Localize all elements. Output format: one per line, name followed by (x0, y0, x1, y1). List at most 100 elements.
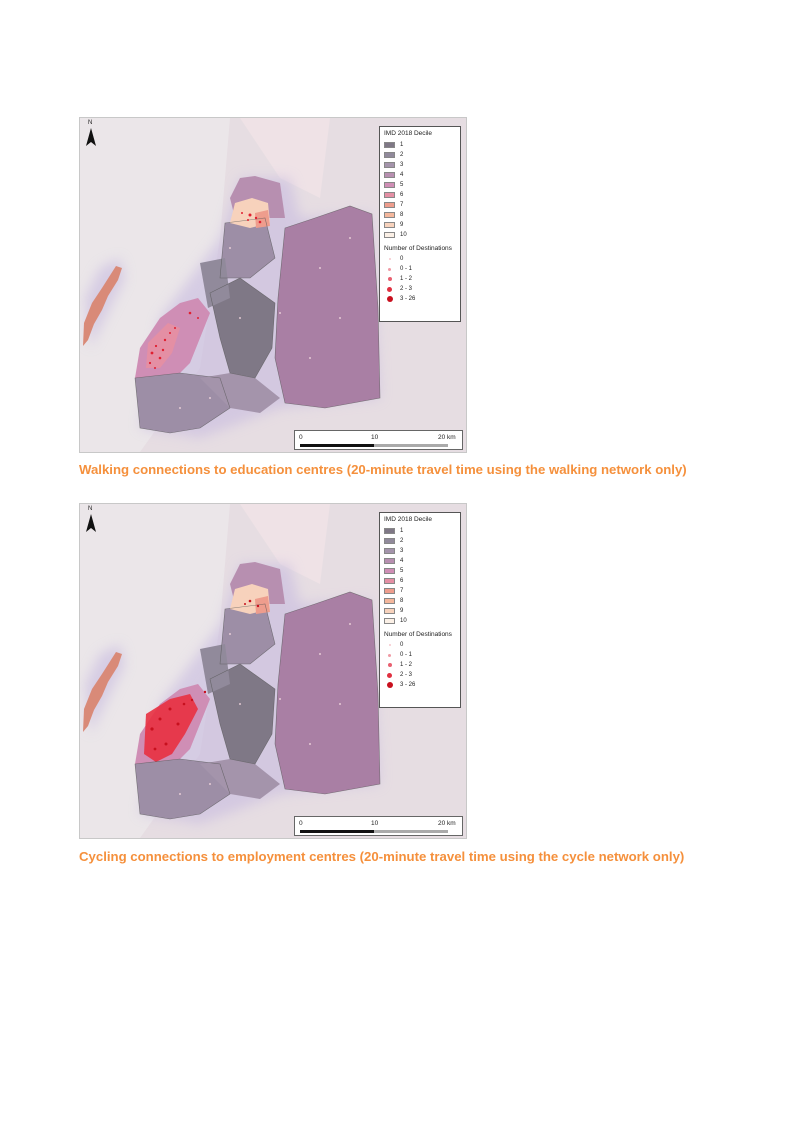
map-figure-walking: N IMD 2018 Decile 1 2 3 4 5 6 7 8 9 10 Number of … (79, 117, 467, 453)
legend-decile-item: 2 (384, 150, 456, 160)
scale-label-0: 0 (299, 434, 303, 441)
legend-swatch (384, 538, 395, 544)
legend-swatch (384, 232, 395, 238)
legend-swatch (384, 222, 395, 228)
scale-bar: 0 10 20 km (294, 430, 463, 450)
legend-swatch (384, 142, 395, 148)
legend-title-decile: IMD 2018 Decile (384, 516, 433, 523)
legend-decile-item: 4 (384, 556, 456, 566)
legend-dot-icon (387, 286, 392, 292)
scale-label-20: 20 km (438, 434, 456, 441)
legend-decile-label: 5 (400, 568, 404, 574)
legend-decile-item: 5 (384, 566, 456, 576)
legend-decile-item: 9 (384, 606, 456, 616)
legend-decile-label: 3 (400, 162, 404, 168)
legend-title-decile: IMD 2018 Decile (384, 130, 433, 137)
legend-title-destinations: Number of Destinations (384, 631, 452, 638)
legend-dot-icon (388, 258, 391, 260)
legend-decile-label: 7 (400, 588, 404, 594)
legend-decile-label: 8 (400, 598, 404, 604)
legend-decile-label: 4 (400, 558, 404, 564)
legend: IMD 2018 Decile 1 2 3 4 5 6 7 8 9 10 Number of De… (379, 512, 461, 708)
legend-swatch (384, 152, 395, 158)
legend-swatch (384, 528, 395, 534)
legend-swatch (384, 192, 395, 198)
legend-destination-label: 2 - 3 (400, 286, 413, 292)
legend-decile-item: 8 (384, 596, 456, 606)
legend-decile-item: 5 (384, 180, 456, 190)
legend-swatch (384, 182, 395, 188)
legend-decile-item: 3 (384, 160, 456, 170)
scale-label-10: 10 (371, 820, 379, 827)
legend-decile-label: 2 (400, 538, 404, 544)
legend-swatch (384, 598, 395, 604)
legend-decile-item: 9 (384, 220, 456, 230)
legend-swatch (384, 588, 395, 594)
legend-swatch (384, 578, 395, 584)
legend-swatch (384, 558, 395, 564)
legend-decile-label: 6 (400, 192, 404, 198)
legend-decile-label: 10 (400, 232, 407, 238)
scale-label-0: 0 (299, 820, 303, 827)
legend-decile-item: 1 (384, 526, 456, 536)
legend-destination-label: 1 - 2 (400, 662, 413, 668)
legend-destination-label: 0 (400, 256, 404, 262)
legend-swatch (384, 608, 395, 614)
legend-destination-label: 0 (400, 642, 404, 648)
legend-title-destinations: Number of Destinations (384, 245, 452, 252)
legend-dot-icon (386, 296, 393, 302)
legend-decile-label: 1 (400, 528, 404, 534)
legend-decile-item: 10 (384, 230, 456, 240)
legend-dot-icon (388, 653, 391, 657)
legend-decile-item: 7 (384, 586, 456, 596)
scale-bar: 0 10 20 km (294, 816, 463, 836)
legend-destination-item: 0 - 1 (384, 650, 456, 660)
caption-walking: Walking connections to education centres… (79, 462, 687, 477)
legend-decile-label: 7 (400, 202, 404, 208)
scale-label-20: 20 km (438, 820, 456, 827)
legend-dot-icon (387, 277, 392, 281)
legend-swatch (384, 162, 395, 168)
legend-decile-item: 6 (384, 190, 456, 200)
legend-destination-item: 0 (384, 254, 456, 264)
legend-decile-item: 8 (384, 210, 456, 220)
legend-destination-item: 0 - 1 (384, 264, 456, 274)
legend-decile-item: 1 (384, 140, 456, 150)
scale-label-10: 10 (371, 434, 379, 441)
legend-dot-icon (386, 682, 393, 688)
legend-destination-label: 2 - 3 (400, 672, 413, 678)
north-arrow-icon: N (84, 120, 98, 148)
legend-decile-label: 9 (400, 222, 404, 228)
legend-dot-icon (387, 663, 392, 667)
legend-decile-label: 9 (400, 608, 404, 614)
legend-destination-item: 1 - 2 (384, 660, 456, 670)
legend-decile-item: 10 (384, 616, 456, 626)
legend-decile-label: 2 (400, 152, 404, 158)
legend-decile-label: 10 (400, 618, 407, 624)
legend-destination-label: 1 - 2 (400, 276, 413, 282)
legend-destination-item: 2 - 3 (384, 284, 456, 294)
legend-swatch (384, 548, 395, 554)
legend-decile-item: 6 (384, 576, 456, 586)
caption-cycling: Cycling connections to employment centre… (79, 849, 685, 864)
legend-swatch (384, 202, 395, 208)
legend-swatch (384, 568, 395, 574)
legend-swatch (384, 618, 395, 624)
legend-decile-label: 8 (400, 212, 404, 218)
north-arrow-icon: N (84, 506, 98, 534)
legend-destination-item: 3 - 26 (384, 680, 456, 690)
legend-destination-label: 0 - 1 (400, 652, 413, 658)
legend-decile-label: 6 (400, 578, 404, 584)
legend-decile-label: 5 (400, 182, 404, 188)
legend-decile-label: 4 (400, 172, 404, 178)
legend-dot-icon (388, 267, 391, 271)
legend-decile-item: 2 (384, 536, 456, 546)
legend-decile-item: 7 (384, 200, 456, 210)
map-figure-cycling: N IMD 2018 Decile 1 2 3 4 5 6 7 8 9 10 Number of … (79, 503, 467, 839)
legend-dot-icon (388, 644, 391, 646)
legend-destination-label: 3 - 26 (400, 296, 416, 302)
legend-decile-item: 4 (384, 170, 456, 180)
legend-decile-item: 3 (384, 546, 456, 556)
legend-destination-item: 3 - 26 (384, 294, 456, 304)
legend-decile-label: 1 (400, 142, 404, 148)
